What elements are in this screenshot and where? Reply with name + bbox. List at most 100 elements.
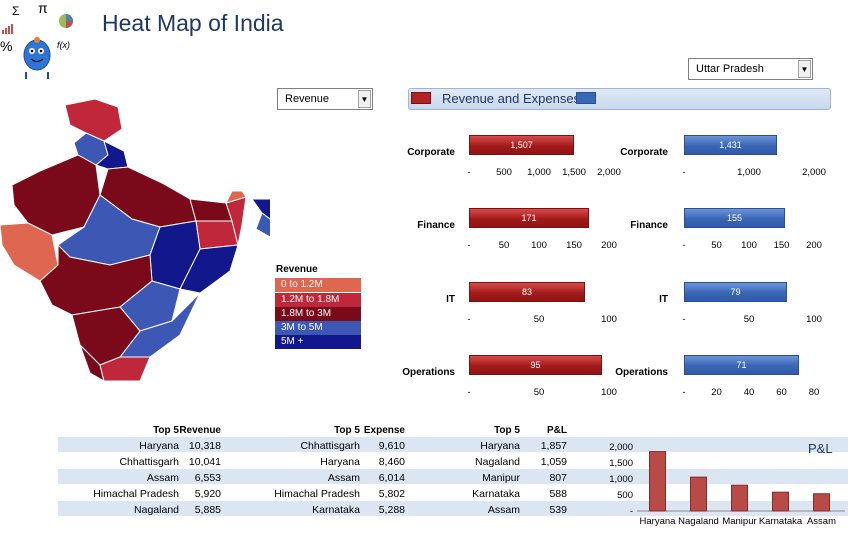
revenue-table-row-name: Himachal Pradesh — [93, 488, 179, 500]
banner-label: Revenue and Expenses — [442, 91, 581, 106]
revenue-tick-label: - — [467, 167, 471, 178]
pl-x-tick-label: Assam — [807, 516, 836, 527]
revenue-tick-label: 50 — [533, 387, 545, 398]
expense-category-label: IT — [659, 294, 668, 305]
expense-tick-label: 40 — [743, 387, 755, 398]
revenue-table-row-value: 6,553 — [194, 472, 221, 484]
revenue-bar: 83 — [469, 282, 585, 302]
expense-tick-label: 20 — [711, 387, 722, 398]
revenue-tick-label: 1,500 — [562, 167, 586, 178]
legend-item: 1.2M to 1.8M — [275, 293, 361, 307]
metric-select[interactable]: Revenue ▼ — [277, 88, 373, 110]
expense-tick-label: - — [682, 240, 686, 251]
pl-chart-title: P&L — [808, 441, 833, 456]
legend-item: 5M + — [275, 335, 361, 349]
map-region-odisha[interactable] — [179, 244, 239, 294]
page-title: Heat Map of India — [102, 10, 284, 36]
revenue-table-row-value: 5,920 — [194, 488, 221, 500]
expense-table-header-rank: Top 5 — [334, 425, 360, 436]
map-region-maharashtra[interactable] — [39, 243, 153, 316]
expense-tick-label: - — [682, 314, 686, 325]
map-region-bihar[interactable] — [189, 198, 233, 222]
expense-table-row-name: Haryana — [320, 456, 360, 468]
expense-category-label: Corporate — [620, 147, 668, 158]
india-heat-map — [0, 98, 270, 383]
pl-y-tick-label: 1,500 — [609, 458, 633, 469]
pl-table-row-value: 807 — [549, 472, 567, 484]
pl-table-header-value: P&L — [547, 425, 567, 436]
revenue-table-row-value: 10,318 — [188, 440, 221, 452]
revenue-tick-label: 1,000 — [527, 167, 551, 178]
logo-sigma: Σ — [12, 4, 20, 18]
table-band — [58, 437, 848, 452]
expense-tick-label: 200 — [806, 240, 822, 251]
map-region-tamil-nadu[interactable] — [99, 356, 151, 382]
revenue-tick-label: 500 — [496, 167, 512, 178]
legend-item: 1.8M to 3M — [275, 307, 361, 321]
revenue-table-row-name: Haryana — [139, 440, 179, 452]
revenue-category-label: Corporate — [407, 147, 455, 158]
revenue-table-row-value: 10,041 — [188, 456, 221, 468]
expense-tick-label: 100 — [741, 240, 757, 251]
revenue-tick-label: - — [467, 314, 471, 325]
expense-table-row-name: Chhattisgarh — [300, 440, 360, 452]
pl-table-header-rank: Top 5 — [494, 425, 520, 436]
expense-bar: 1,431 — [684, 135, 777, 155]
revenue-bar: 95 — [469, 355, 602, 375]
map-region-sikkim[interactable] — [225, 190, 247, 204]
expense-tick-label: 2,000 — [802, 167, 826, 178]
revenue-tick-label: 50 — [533, 314, 545, 325]
pl-x-tick-label: Haryana — [640, 516, 677, 527]
revenue-category-label: IT — [446, 294, 455, 305]
pl-bar — [772, 491, 789, 512]
expense-tick-label: 60 — [776, 387, 787, 398]
pl-x-tick-label: Nagaland — [678, 516, 719, 527]
pl-table-row-name: Haryana — [480, 440, 520, 452]
expense-table-row-value: 8,460 — [378, 456, 405, 468]
expense-tick-label: 1,000 — [737, 167, 761, 178]
mascot-icon — [2, 14, 73, 79]
revenue-category-label: Operations — [402, 367, 455, 378]
pl-table-row-value: 539 — [549, 504, 567, 516]
pl-x-tick-label: Karnataka — [759, 516, 803, 527]
state-select[interactable]: Uttar Pradesh ▼ — [688, 58, 813, 80]
metric-select-value: Revenue — [285, 93, 330, 105]
revenue-table-header-value: Revenue — [179, 425, 221, 436]
revenue-tick-label: - — [467, 387, 471, 398]
pl-y-tick-label: 1,000 — [609, 474, 633, 485]
expense-table-row-value: 6,014 — [378, 472, 405, 484]
pl-y-tick-label: - — [630, 506, 633, 517]
chevron-down-icon[interactable]: ▼ — [358, 90, 371, 108]
expense-swatch-icon — [576, 92, 596, 104]
revenue-tick-label: 100 — [531, 240, 547, 251]
expense-tick-label: - — [682, 167, 686, 178]
revenue-tick-label: 200 — [601, 240, 617, 251]
expense-table-row-value: 9,610 — [378, 440, 405, 452]
expense-bar: 79 — [684, 282, 787, 302]
expense-table-row-value: 5,802 — [378, 488, 405, 500]
expense-tick-label: - — [682, 387, 686, 398]
expense-table-header-value: Expense — [363, 425, 405, 436]
map-region-north[interactable] — [64, 98, 123, 142]
pl-table-row-value: 1,059 — [540, 456, 567, 468]
expense-table-row-name: Karnataka — [312, 504, 360, 516]
expense-tick-label: 50 — [711, 240, 722, 251]
revenue-tick-label: 100 — [601, 314, 617, 325]
chevron-down-icon[interactable]: ▼ — [798, 60, 811, 78]
map-region-meghalaya[interactable] — [255, 212, 270, 238]
expense-category-label: Operations — [615, 367, 668, 378]
logo-percent: % — [0, 38, 13, 54]
map-region-jharkhand[interactable] — [195, 220, 239, 250]
pl-bar — [731, 484, 748, 512]
logo: Σ π % f(x) — [0, 0, 90, 85]
pl-bar — [690, 476, 707, 512]
legend-title: Revenue — [276, 264, 318, 275]
expense-bar: 155 — [684, 208, 785, 228]
pl-table-row-name: Assam — [487, 504, 520, 516]
logo-fx: f(x) — [57, 40, 70, 50]
expense-tick-label: 80 — [808, 387, 820, 398]
legend-item: 0 to 1.2M — [275, 278, 361, 292]
pl-y-tick-label: 2,000 — [609, 442, 633, 453]
revenue-table-row-name: Nagaland — [134, 504, 179, 516]
expense-category-label: Finance — [630, 220, 668, 231]
